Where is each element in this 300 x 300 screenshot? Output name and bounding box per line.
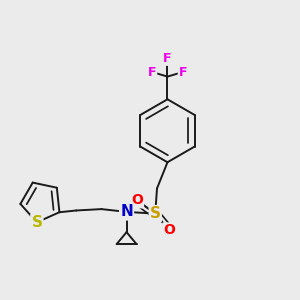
Text: N: N bbox=[120, 204, 133, 219]
Text: F: F bbox=[148, 65, 156, 79]
Text: O: O bbox=[131, 194, 143, 207]
Text: F: F bbox=[163, 52, 172, 65]
Text: S: S bbox=[32, 215, 42, 230]
Text: S: S bbox=[150, 206, 161, 221]
Text: O: O bbox=[163, 224, 175, 237]
Text: F: F bbox=[179, 65, 187, 79]
